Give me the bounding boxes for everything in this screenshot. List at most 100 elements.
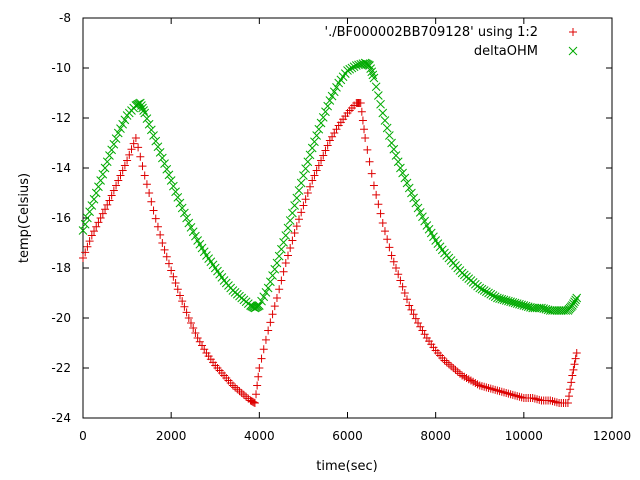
data-point [177, 203, 187, 213]
series-1 [79, 99, 581, 407]
data-point [127, 145, 136, 154]
data-point [361, 134, 370, 142]
data-point [568, 371, 577, 380]
data-point [109, 186, 118, 195]
data-point [261, 335, 270, 344]
data-point [136, 152, 145, 161]
data-point [155, 148, 165, 157]
data-point [365, 157, 374, 166]
data-point [281, 231, 291, 240]
data-point [548, 397, 557, 406]
data-point [546, 396, 555, 405]
data-point [323, 101, 333, 111]
data-point [325, 96, 335, 105]
data-point [389, 144, 399, 154]
data-point [195, 337, 204, 346]
data-point [153, 142, 163, 152]
data-point [264, 326, 273, 335]
data-point [378, 219, 387, 227]
data-point [391, 151, 401, 160]
data-point [89, 194, 99, 204]
data-point [270, 302, 279, 311]
data-point [407, 188, 416, 198]
data-point [188, 227, 198, 237]
y-tick-label: -10 [51, 61, 71, 75]
data-point [308, 176, 317, 185]
data-point [160, 159, 169, 168]
data-point [420, 330, 429, 339]
data-point [385, 131, 394, 140]
data-point [257, 296, 266, 306]
data-point [87, 231, 96, 240]
data-point [486, 384, 495, 393]
data-point [414, 319, 423, 327]
data-point [545, 306, 555, 315]
data-point [383, 235, 392, 244]
x-tick-label: 8000 [420, 429, 451, 443]
data-point [571, 354, 580, 363]
data-point [145, 189, 154, 197]
data-point [366, 64, 375, 73]
data-point [312, 131, 321, 140]
data-point [178, 297, 187, 306]
data-point [96, 176, 105, 185]
data-point [369, 181, 378, 190]
data-point [365, 61, 374, 70]
data-point [275, 285, 284, 294]
data-point [330, 129, 339, 137]
data-point [180, 302, 189, 311]
data-point [151, 136, 161, 146]
data-point [374, 91, 383, 100]
data-point [116, 124, 125, 133]
data-point [411, 198, 421, 208]
data-point [380, 116, 390, 125]
legend: './BF000002BB709128' using 1:2 deltaOHM [325, 25, 578, 59]
x-tick-label: 0 [79, 429, 87, 443]
data-point [571, 295, 580, 305]
data-point [237, 389, 246, 397]
data-point [554, 306, 564, 315]
data-point [182, 308, 191, 317]
data-point [407, 305, 416, 314]
data-point [160, 245, 169, 254]
data-point [198, 341, 207, 350]
data-point [317, 156, 326, 165]
data-point [162, 164, 172, 174]
data-point [372, 190, 381, 199]
data-point [270, 264, 280, 274]
data-point [187, 319, 196, 327]
data-point [279, 267, 288, 276]
data-point [515, 392, 524, 401]
data-point [303, 189, 312, 197]
y-tick-label: -12 [51, 111, 71, 125]
data-point [107, 145, 117, 155]
data-point [299, 171, 308, 180]
data-point [94, 182, 103, 192]
data-point [118, 166, 127, 175]
data-point [96, 214, 105, 222]
data-point [415, 208, 425, 217]
data-point [504, 389, 513, 398]
data-point [325, 136, 334, 145]
data-point [484, 288, 493, 298]
data-point [572, 349, 581, 357]
data-point [367, 67, 377, 77]
plot-frame [82, 17, 613, 419]
data-point [363, 145, 372, 154]
data-point [396, 276, 405, 285]
data-point [166, 176, 176, 185]
data-point [135, 98, 145, 108]
data-point [144, 119, 154, 129]
data-point [191, 329, 200, 337]
y-axis-label: temp(Celsius) [17, 173, 32, 263]
data-point [345, 64, 355, 74]
data-point [561, 306, 571, 315]
data-point [173, 285, 182, 294]
x-tick-label: 2000 [156, 429, 187, 443]
data-point [167, 266, 176, 275]
data-point [259, 292, 269, 302]
data-point [405, 301, 414, 310]
data-point [296, 178, 306, 188]
series-layer [78, 58, 582, 407]
data-point [184, 218, 194, 228]
